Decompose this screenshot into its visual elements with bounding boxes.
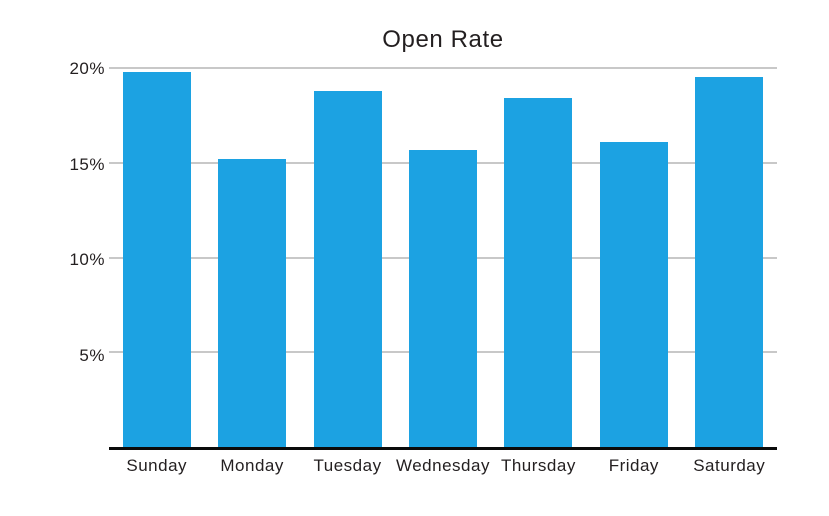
x-axis-label-friday: Friday xyxy=(608,456,659,475)
y-axis-tick-label: 20% xyxy=(69,59,105,78)
x-axis-label-saturday: Saturday xyxy=(693,456,766,475)
bar-sunday xyxy=(122,71,191,447)
x-axis-label-thursday: Thursday xyxy=(500,456,576,475)
y-axis-tick-label: 10% xyxy=(69,250,105,269)
bar-thursday xyxy=(504,98,573,447)
bar-monday xyxy=(218,158,287,447)
y-axis-tick-label: 15% xyxy=(69,154,105,174)
bar-tuesday xyxy=(313,90,382,447)
x-axis-label-wednesday: Wednesday xyxy=(395,456,490,475)
bar-saturday xyxy=(695,77,764,447)
gridline xyxy=(109,67,777,69)
x-axis-label-monday: Monday xyxy=(220,456,284,475)
bar-friday xyxy=(599,141,668,447)
plot-area xyxy=(109,67,777,450)
x-axis: Sunday Monday Tuesday Wednesday Thursday Frid… xyxy=(109,456,777,476)
y-axis: 5% 10% 15% 20% xyxy=(0,59,105,450)
x-axis-label-sunday: Sunday xyxy=(126,456,188,475)
x-axis-label-tuesday: Tuesday xyxy=(313,456,382,475)
bar-wednesday xyxy=(408,149,477,447)
chart-title: Open Rate xyxy=(382,26,504,53)
y-axis-tick-label: 5% xyxy=(79,345,105,365)
